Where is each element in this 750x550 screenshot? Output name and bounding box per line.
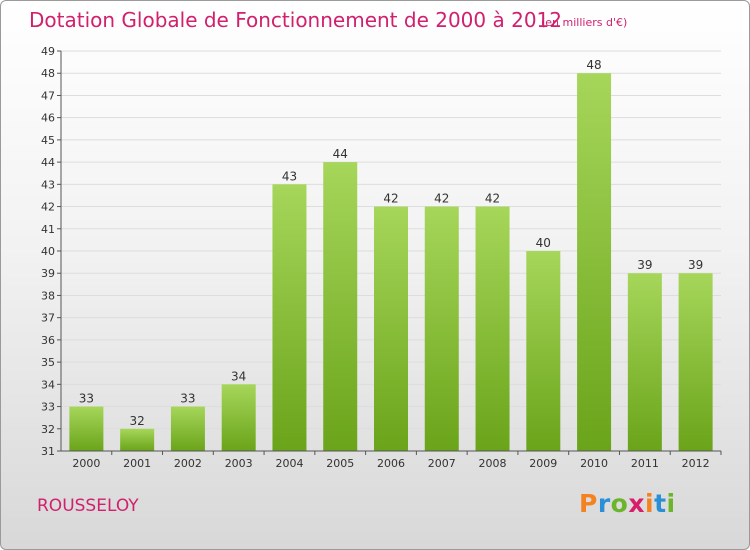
bar-value-label: 34: [231, 369, 246, 383]
bar: [627, 273, 662, 451]
logo-letter: i: [666, 489, 676, 518]
y-tick-label: 48: [41, 67, 55, 80]
bar-value-label: 43: [282, 169, 297, 183]
bar: [120, 428, 155, 451]
bar-value-label: 33: [180, 392, 195, 406]
bar: [374, 206, 408, 451]
bar: [272, 184, 307, 452]
y-tick-label: 43: [41, 178, 55, 191]
x-tick-label: 2000: [72, 457, 100, 470]
y-tick-label: 34: [41, 378, 55, 391]
y-tick-label: 39: [41, 267, 55, 280]
logo-letter: t: [654, 489, 667, 518]
x-tick-label: 2012: [682, 457, 710, 470]
x-tick-label: 2006: [377, 457, 405, 470]
logo-letter: x: [628, 489, 645, 518]
bar-value-label: 42: [485, 192, 500, 206]
y-tick-label: 45: [41, 134, 55, 147]
bar: [221, 384, 256, 451]
y-tick-label: 32: [41, 423, 55, 436]
x-tick-label: 2011: [631, 457, 659, 470]
x-tick-label: 2005: [326, 457, 354, 470]
y-tick-label: 35: [41, 356, 55, 369]
x-tick-label: 2003: [225, 457, 253, 470]
bar: [170, 406, 205, 451]
x-tick-label: 2010: [580, 457, 608, 470]
bar-value-label: 42: [434, 192, 449, 206]
bar: [577, 73, 612, 451]
x-tick-label: 2009: [529, 457, 557, 470]
bar: [678, 273, 713, 451]
logo-letter: i: [645, 489, 655, 518]
y-tick-label: 42: [41, 201, 55, 214]
bar-value-label: 32: [130, 414, 145, 428]
x-tick-label: 2002: [174, 457, 202, 470]
bars: [69, 73, 713, 452]
bar-value-label: 44: [333, 147, 348, 161]
bar: [69, 406, 104, 451]
labels: 31 32 33 34 35 36 37 38 39 40 41 42 43 44 45 46 47 48 49 33…: [41, 45, 710, 470]
y-tick-label: 41: [41, 223, 55, 236]
bar-value-label: 39: [637, 258, 652, 272]
bar: [424, 206, 459, 451]
proxiti-logo: Proxiti: [579, 489, 676, 518]
bar-value-label: 40: [536, 236, 551, 250]
bar: [323, 162, 358, 451]
chart-subtitle: (en milliers d'€): [541, 16, 628, 29]
y-tick-label: 44: [41, 156, 55, 169]
logo-letter: P: [579, 489, 598, 518]
bar-value-label: 42: [383, 192, 398, 206]
y-tick-label: 46: [41, 112, 55, 125]
y-tick-label: 40: [41, 245, 55, 258]
x-tick-label: 2008: [479, 457, 507, 470]
y-tick-label: 47: [41, 89, 55, 102]
logo-letter: r: [597, 489, 611, 518]
axes: [57, 50, 722, 455]
y-tick-label: 31: [41, 445, 55, 458]
logo-letter: o: [610, 489, 629, 518]
bar: [475, 206, 510, 451]
y-tick-label: 33: [41, 401, 55, 414]
y-tick-label: 49: [41, 45, 55, 58]
bar-value-label: 39: [688, 258, 703, 272]
bar-value-label: 33: [79, 392, 94, 406]
bar: [526, 251, 561, 451]
y-tick-label: 38: [41, 289, 55, 302]
x-tick-label: 2007: [428, 457, 456, 470]
y-tick-label: 37: [41, 312, 55, 325]
x-tick-label: 2001: [123, 457, 151, 470]
x-tick-label: 2004: [275, 457, 303, 470]
bar-value-label: 48: [586, 58, 601, 72]
commune-name: ROUSSELOY: [37, 496, 139, 516]
chart-title: Dotation Globale de Fonctionnement de 20…: [29, 8, 562, 32]
y-tick-label: 36: [41, 334, 55, 347]
